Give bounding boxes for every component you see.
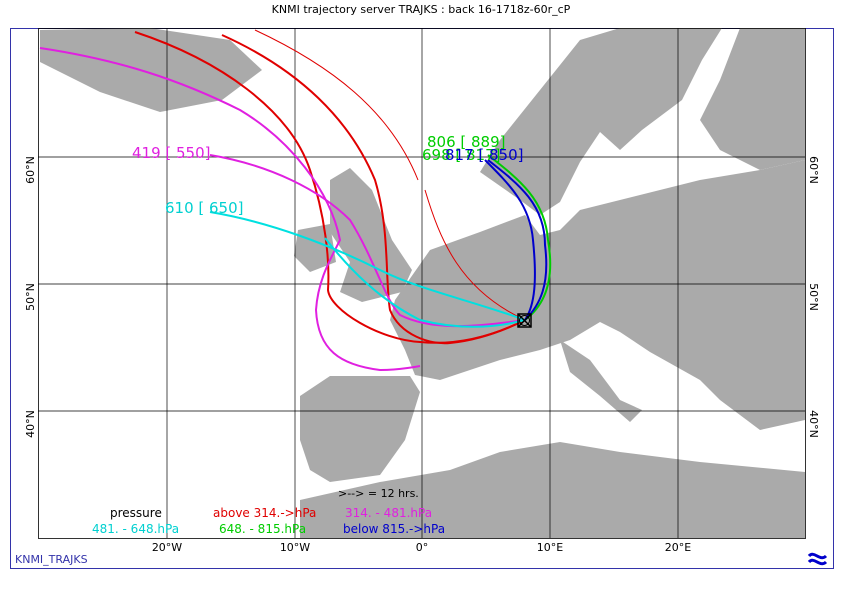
legend-heading: pressure [110,506,162,520]
lon-label: 10°W [280,541,310,554]
lat-label: 60°N [24,156,37,184]
legend-item: 314. - 481.hPa [345,506,432,520]
legend: >--> = 12 hrs. pressure above 314.->hPa … [92,487,445,536]
lat-labels: 60°N 50°N 40°N 60°N 50°N 40°N [24,156,820,438]
lat-label: 50°N [24,283,37,311]
land [40,28,805,538]
trajectory-label: 419 [ 550] [132,144,211,162]
trajectory-label: 610 [ 650] [165,199,244,217]
lat-label: 40°N [24,410,37,438]
arrow-note: >--> = 12 hrs. [338,487,419,500]
lon-labels: 20°W 10°W 0° 10°E 20°E [152,541,691,554]
graticule [38,28,806,539]
lat-label: 50°N [807,283,820,311]
lon-label: 0° [416,541,429,554]
trajectory-label: 698 [ 817] [422,146,501,164]
lon-label: 10°E [537,541,563,554]
legend-item: above 314.->hPa [213,506,316,520]
legend-item: below 815.->hPa [343,522,445,536]
trajectory-label: 806 [ 889] [427,133,506,151]
legend-item: 481. - 648.hPa [92,522,179,536]
trajectory-label: 817 [ 850] [445,146,524,164]
legend-item: 648. - 815.hPa [219,522,306,536]
lat-label: 40°N [807,410,820,438]
trajectory-labels: 419 [ 550] 610 [ 650] 806 [ 889] 698 [ 8… [132,133,524,217]
knmi-logo [807,552,828,566]
lon-label: 20°W [152,541,182,554]
source-label: KNMI_TRAJKS [15,553,88,566]
trajectories [39,29,552,372]
lon-label: 20°E [665,541,691,554]
title: KNMI trajectory server TRAJKS : back 16-… [272,3,571,16]
lat-label: 60°N [807,156,820,184]
